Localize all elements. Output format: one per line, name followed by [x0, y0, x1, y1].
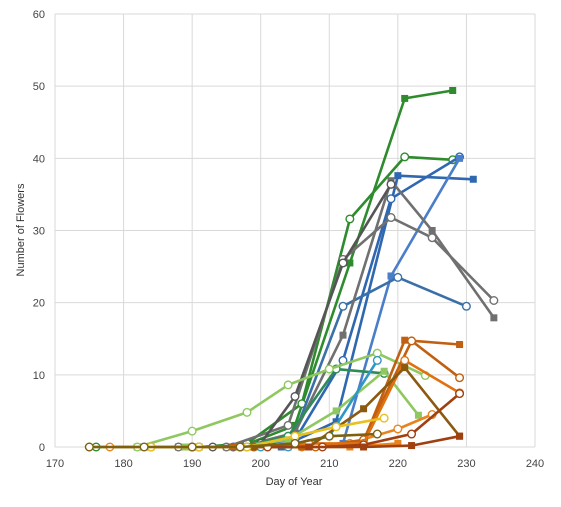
y-tick-label: 30: [33, 226, 45, 238]
data-point: [490, 314, 498, 322]
data-point: [139, 442, 149, 452]
data-point: [283, 380, 293, 390]
y-tick-label: 60: [33, 9, 45, 21]
data-point: [332, 418, 340, 426]
data-point: [394, 172, 402, 180]
data-point: [187, 426, 197, 436]
data-point: [242, 407, 252, 417]
series-4: [187, 152, 465, 452]
y-tick-label: 0: [39, 442, 45, 454]
data-point: [455, 373, 465, 383]
data-point: [235, 442, 245, 452]
y-tick-label: 40: [33, 153, 45, 165]
data-point: [324, 364, 334, 374]
data-point: [372, 355, 382, 365]
data-point: [290, 438, 300, 448]
data-point: [305, 443, 313, 451]
x-tick-label: 230: [457, 458, 475, 470]
data-point: [379, 413, 389, 423]
data-point: [387, 272, 395, 280]
data-point: [339, 331, 347, 339]
data-point: [456, 154, 464, 162]
data-point: [401, 94, 409, 102]
data-point: [338, 258, 348, 268]
data-point: [372, 348, 382, 358]
data-point: [84, 442, 94, 452]
data-point: [386, 194, 396, 204]
y-tick-label: 20: [33, 298, 45, 310]
data-point: [290, 391, 300, 401]
data-point: [400, 152, 410, 162]
data-point: [456, 341, 464, 349]
x-tick-label: 180: [114, 458, 132, 470]
data-point: [345, 214, 355, 224]
x-tick-label: 210: [320, 458, 338, 470]
series-21: [305, 432, 464, 451]
data-point: [386, 213, 396, 223]
series-line: [96, 155, 453, 449]
series-line: [192, 155, 461, 449]
data-point: [284, 436, 292, 444]
data-point: [372, 429, 382, 439]
series-line: [192, 179, 495, 449]
series-2: [91, 152, 458, 452]
data-point: [407, 336, 417, 346]
data-point: [489, 296, 499, 306]
series-23: [84, 429, 382, 452]
series-7: [188, 177, 498, 451]
data-point: [456, 432, 464, 440]
y-tick-label: 10: [33, 370, 45, 382]
data-point: [360, 443, 368, 451]
y-axis-title: Number of Flowers: [15, 183, 27, 276]
data-point: [283, 420, 293, 430]
data-point: [360, 405, 368, 413]
data-point: [455, 389, 465, 399]
data-point: [408, 442, 416, 450]
data-point: [338, 301, 348, 311]
data-point: [393, 424, 403, 434]
data-point: [331, 422, 341, 432]
data-point: [393, 272, 403, 282]
x-axis-title: Day of Year: [266, 476, 323, 488]
x-tick-label: 200: [252, 458, 270, 470]
data-point: [414, 411, 422, 419]
x-tick-label: 170: [46, 458, 64, 470]
series-group: [84, 86, 499, 452]
data-point: [401, 364, 409, 372]
x-tick-label: 220: [389, 458, 407, 470]
tick-labels: 0 10 20 30 40 50 60 170 180 190 200 210 220 230 240: [33, 9, 544, 470]
x-tick-label: 190: [183, 458, 201, 470]
data-point: [380, 367, 388, 375]
data-point: [449, 86, 457, 94]
data-point: [407, 429, 417, 439]
x-tick-label: 240: [526, 458, 544, 470]
series-8: [173, 213, 499, 452]
series-line: [239, 367, 385, 449]
data-point: [401, 336, 409, 344]
data-point: [428, 227, 436, 234]
data-point: [346, 259, 354, 267]
data-point: [469, 175, 477, 183]
data-point: [400, 355, 410, 365]
data-point: [386, 179, 396, 189]
data-point: [332, 407, 340, 415]
data-point: [427, 233, 437, 243]
data-point: [394, 439, 402, 447]
series-line: [308, 434, 460, 449]
data-point: [461, 301, 471, 311]
data-point: [324, 431, 334, 441]
data-point: [290, 431, 300, 441]
data-point: [187, 442, 197, 452]
y-tick-label: 50: [33, 81, 45, 93]
